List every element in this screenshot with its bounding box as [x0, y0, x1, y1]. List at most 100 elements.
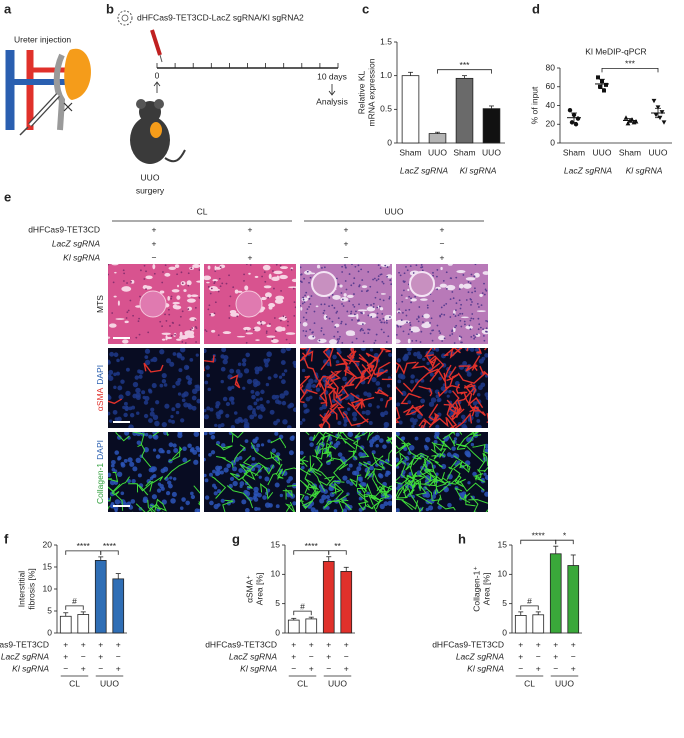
asma-fiber	[204, 355, 215, 372]
asma-fiber	[301, 350, 314, 362]
dapi	[443, 485, 448, 491]
dapi	[371, 377, 377, 383]
row-label-part: MTS	[95, 295, 105, 313]
asma-fiber	[333, 389, 345, 419]
nucleus	[389, 279, 392, 282]
collagen-fiber	[415, 482, 433, 505]
collagen-fiber	[154, 498, 167, 512]
dapi	[472, 471, 477, 477]
dapi	[212, 469, 216, 474]
nucleus	[474, 336, 477, 339]
dapi	[109, 419, 113, 423]
dapi	[319, 498, 325, 504]
dapi	[204, 408, 207, 413]
dapi	[256, 443, 261, 448]
bar	[287, 619, 300, 634]
condition-sign: +	[571, 639, 576, 649]
dapi	[346, 467, 351, 471]
lumen	[174, 264, 180, 268]
condition-sign: −	[309, 651, 314, 661]
nucleus	[187, 272, 190, 275]
condition-sign: +	[152, 238, 157, 248]
dapi	[180, 418, 185, 423]
nucleus	[449, 316, 452, 318]
nucleus	[473, 275, 476, 278]
lumen	[264, 292, 272, 298]
dapi	[109, 480, 116, 486]
asma-fiber	[448, 366, 459, 380]
nucleus	[300, 281, 303, 283]
collagen-fiber	[331, 457, 344, 482]
dapi	[175, 402, 181, 409]
nucleus	[228, 274, 230, 277]
dapi	[409, 445, 415, 451]
glomerulus	[409, 271, 435, 297]
nucleus	[380, 328, 383, 331]
dapi	[113, 385, 117, 390]
dapi	[278, 375, 283, 379]
lumen	[167, 295, 170, 301]
lumen	[187, 294, 192, 298]
dapi	[108, 395, 112, 401]
dapi	[349, 396, 355, 402]
dapi	[182, 446, 187, 452]
dapi	[288, 476, 293, 481]
lumen	[361, 285, 368, 289]
dapi	[179, 506, 184, 510]
nucleus	[438, 330, 441, 332]
micrograph	[396, 432, 488, 512]
dapi	[383, 501, 389, 507]
condition-sign: +	[152, 224, 157, 234]
dapi	[269, 409, 275, 415]
lumen	[323, 314, 328, 320]
dapi	[208, 452, 212, 457]
collagen-fiber	[373, 499, 384, 512]
nucleus	[469, 328, 472, 331]
nucleus	[406, 321, 408, 324]
nucleus	[309, 303, 312, 305]
dapi	[310, 507, 316, 512]
condition-label: dHFCas9-TET3CD	[432, 639, 504, 649]
nucleus	[268, 323, 271, 325]
ureter-diagram	[5, 48, 91, 136]
collagen-fiber	[386, 436, 392, 445]
nucleus	[378, 305, 381, 308]
nucleus	[138, 317, 140, 320]
condition-sign: +	[326, 651, 331, 661]
dapi	[111, 459, 116, 465]
y-tick-label: 0.5	[380, 104, 392, 114]
data-point	[573, 122, 579, 127]
lumen	[410, 298, 417, 302]
nucleus	[410, 301, 412, 304]
nucleus	[374, 339, 377, 342]
nucleus	[132, 314, 134, 317]
lumen	[380, 293, 386, 295]
dapi	[151, 383, 157, 389]
dapi	[196, 398, 200, 404]
dapi	[386, 384, 391, 388]
dapi	[125, 405, 129, 409]
nucleus	[125, 317, 128, 319]
collagen-fiber	[455, 474, 466, 485]
nucleus	[382, 282, 385, 285]
nucleus	[191, 327, 194, 329]
nucleus	[389, 316, 391, 319]
asma-fiber	[300, 356, 319, 381]
bar	[59, 615, 72, 634]
dapi	[168, 442, 174, 448]
dapi	[437, 505, 442, 510]
dapi	[259, 397, 263, 401]
row-label-part: αSMA	[95, 387, 105, 411]
dapi	[138, 374, 143, 379]
nucleus	[421, 315, 424, 318]
nucleus	[287, 320, 289, 323]
data-point	[651, 98, 657, 104]
collagen-fiber	[304, 478, 320, 491]
group-label: UUO	[328, 678, 347, 688]
nucleus	[174, 333, 176, 336]
dapi	[189, 358, 194, 362]
dapi	[379, 503, 385, 510]
nucleus	[171, 321, 174, 324]
nucleus	[309, 276, 312, 279]
collagen-fiber	[367, 470, 386, 498]
